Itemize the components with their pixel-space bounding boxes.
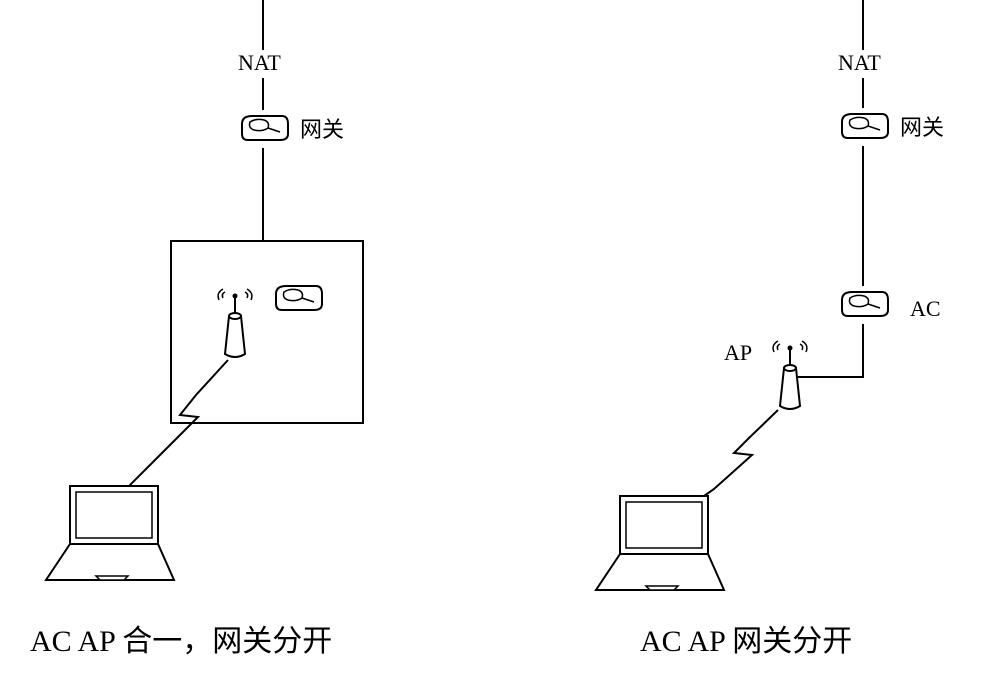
left-nat-label: NAT xyxy=(238,50,281,76)
router-icon xyxy=(838,286,892,322)
right-ac-label: AC xyxy=(910,296,941,322)
laptop-icon xyxy=(40,480,190,590)
left-gateway-label: 网关 xyxy=(300,112,344,144)
left-caption: AC AP 合一，网关分开 xyxy=(30,616,332,660)
ap-icon xyxy=(770,340,810,412)
ap-icon xyxy=(215,288,255,360)
left-line-top xyxy=(262,0,264,50)
right-ap-label: AP xyxy=(724,340,752,366)
router-icon xyxy=(238,110,292,146)
right-line-3 xyxy=(862,146,864,286)
router-icon xyxy=(272,280,326,316)
diagram-canvas: NAT 网关 AC AP 合一， xyxy=(0,0,1000,674)
right-line-4 xyxy=(862,324,864,376)
laptop-icon xyxy=(590,490,740,600)
right-gateway-label: 网关 xyxy=(900,110,944,142)
right-line-top xyxy=(862,0,864,50)
right-line-2 xyxy=(862,78,864,108)
right-caption: AC AP 网关分开 xyxy=(640,616,852,660)
right-nat-label: NAT xyxy=(838,50,881,76)
router-icon xyxy=(838,108,892,144)
left-line-2 xyxy=(262,78,264,110)
left-line-3 xyxy=(262,148,264,240)
